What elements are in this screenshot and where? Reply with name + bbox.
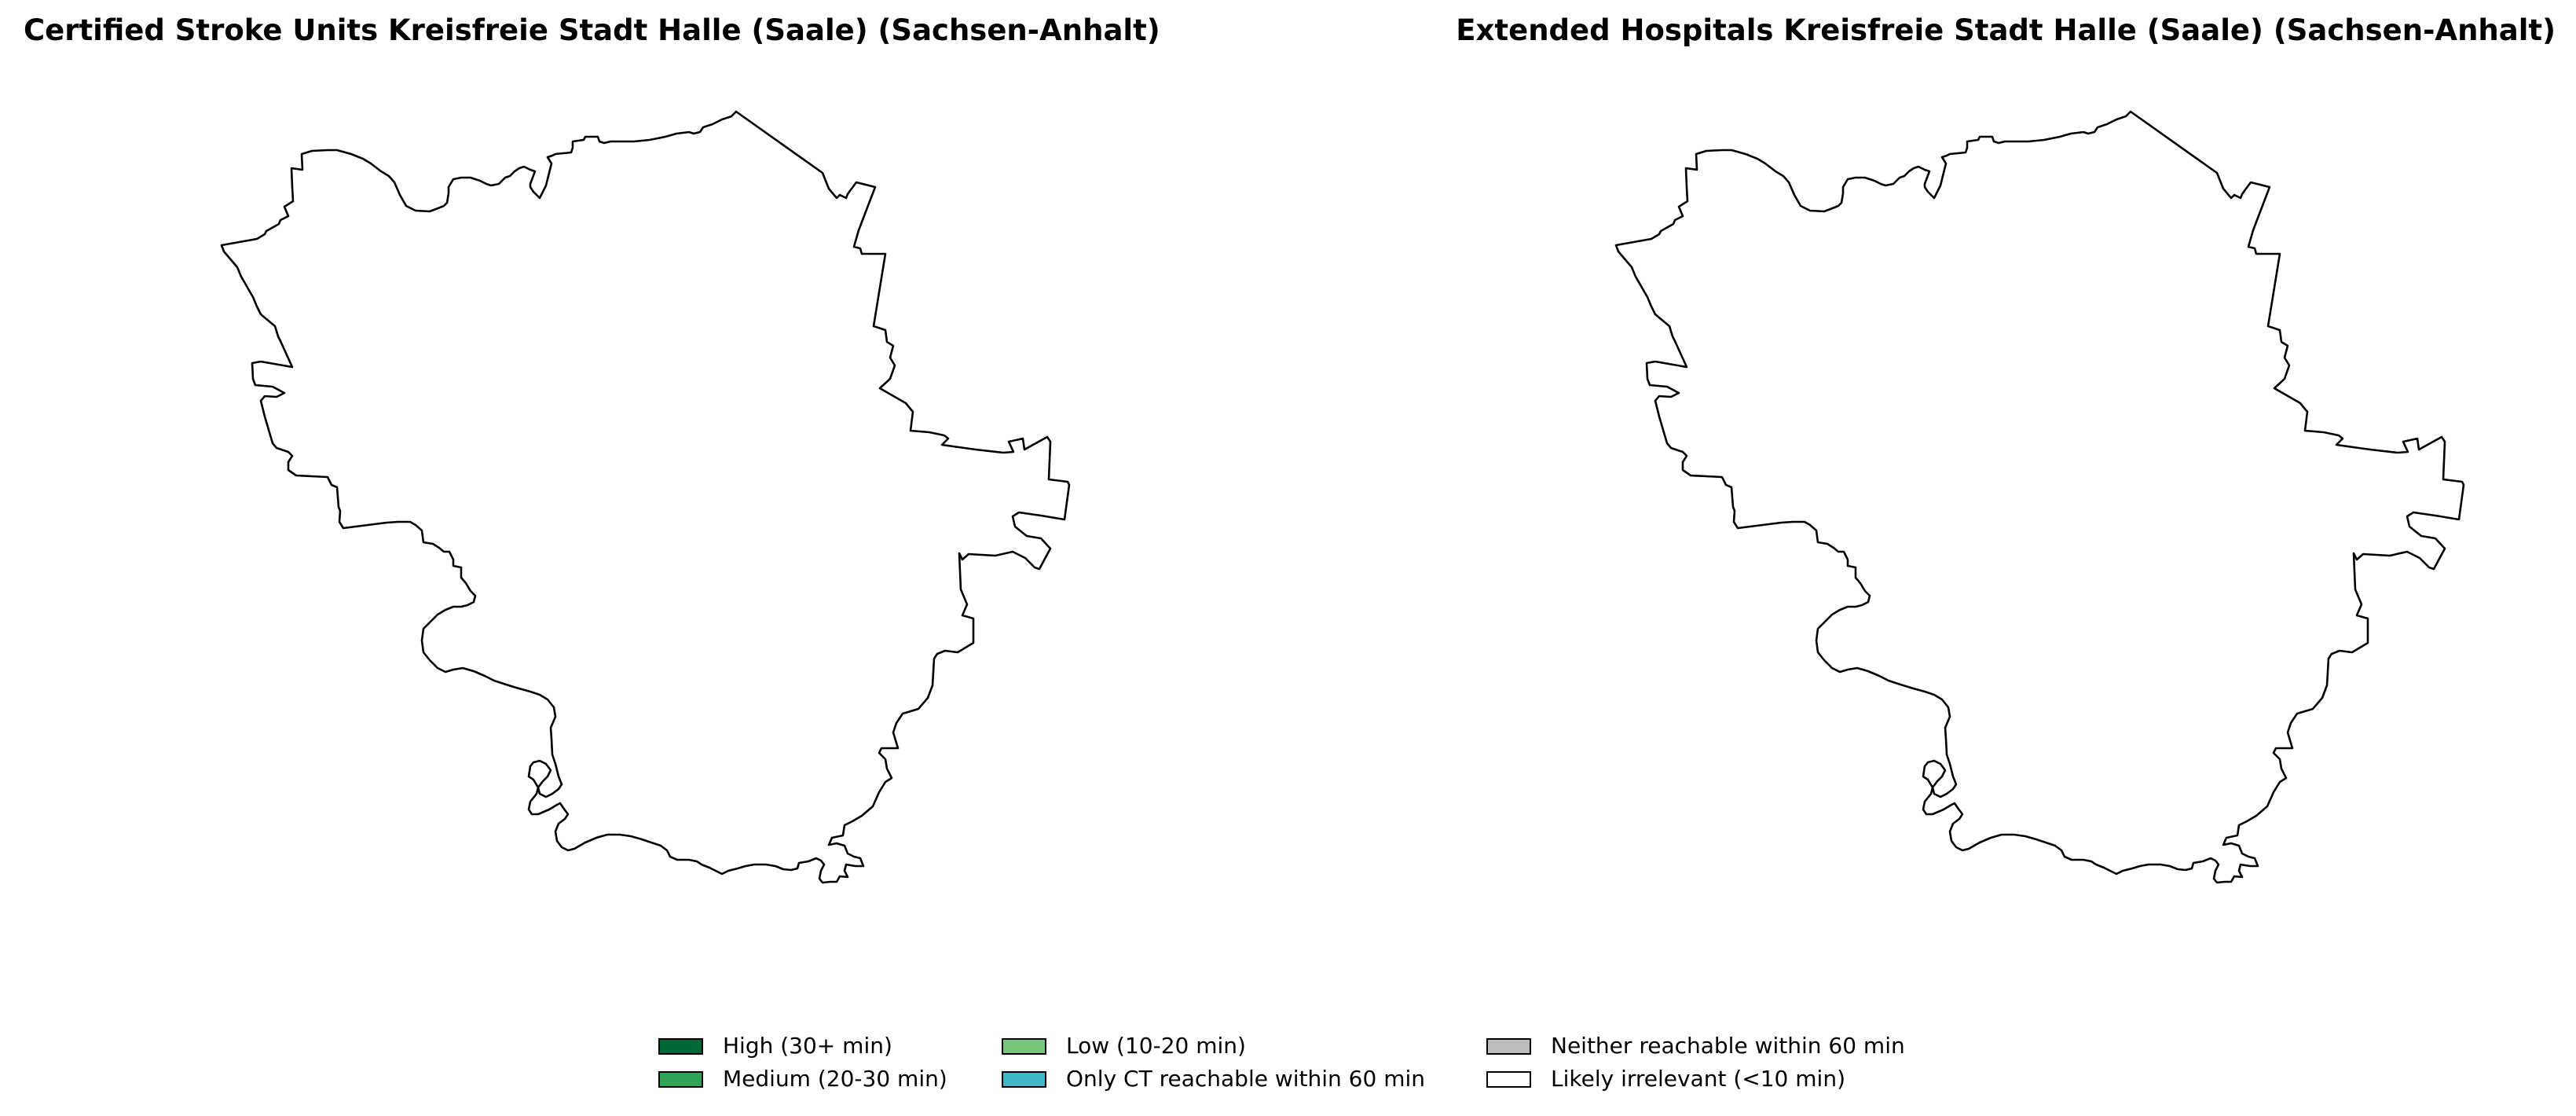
legend-label: Low (10-20 min) [1066,1033,1246,1059]
legend-column: Low (10-20 min) Only CT reachable within… [1002,1030,1425,1096]
district-boundary [1614,110,2465,884]
legend-label: Likely irrelevant (<10 min) [1551,1066,1845,1092]
legend-column: High (30+ min) Medium (20-30 min) [658,1030,947,1096]
legend-item-irrelevant: Likely irrelevant (<10 min) [1486,1063,1905,1096]
map-legend: High (30+ min) Medium (20-30 min) Low (1… [0,1030,2576,1116]
legend-item-medium: Medium (20-30 min) [658,1063,947,1096]
panel-title-left: Certified Stroke Units Kreisfreie Stadt … [24,13,1160,47]
legend-swatch [658,1037,703,1055]
legend-item-neither: Neither reachable within 60 min [1486,1030,1905,1063]
legend-swatch [1002,1037,1046,1055]
panel-title-right: Extended Hospitals Kreisfreie Stadt Hall… [1456,13,2556,47]
district-map-left [220,110,1071,884]
legend-swatch [1486,1070,1531,1088]
district-map-right [1614,110,2465,884]
legend-column: Neither reachable within 60 min Likely i… [1486,1030,1905,1096]
legend-item-only-ct: Only CT reachable within 60 min [1002,1063,1425,1096]
legend-label: Only CT reachable within 60 min [1066,1066,1426,1092]
legend-label: Neither reachable within 60 min [1551,1033,1905,1059]
district-boundary [220,110,1071,884]
legend-swatch [658,1070,703,1088]
legend-swatch [1486,1037,1531,1055]
legend-item-low: Low (10-20 min) [1002,1030,1425,1063]
legend-label: Medium (20-30 min) [723,1066,947,1092]
legend-swatch [1002,1070,1046,1088]
legend-item-high: High (30+ min) [658,1030,947,1063]
legend-label: High (30+ min) [723,1033,892,1059]
